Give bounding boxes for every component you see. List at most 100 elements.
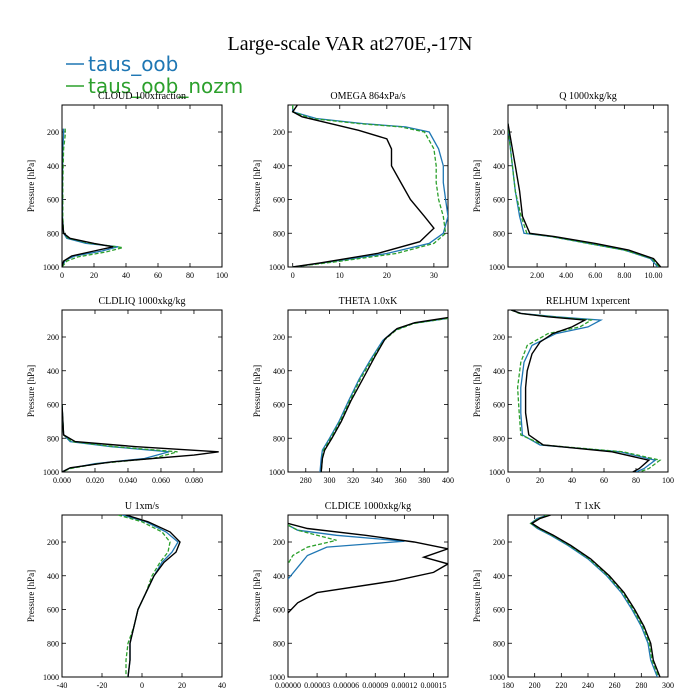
panel-title: RELHUM 1xpercent [546, 296, 630, 307]
x-tick-label: 80 [632, 476, 640, 485]
x-tick-label: 340 [371, 476, 383, 485]
x-tick-label: 0.00003 [304, 681, 330, 690]
series-line [510, 310, 651, 472]
panel: Q 1000xkg/kg 200 400 600 800 1000 Pressure [hP… [472, 91, 669, 280]
y-tick-label: 800 [273, 434, 285, 443]
y-tick-label: 800 [493, 229, 505, 238]
series-line [291, 105, 435, 267]
x-tick-label: -20 [97, 681, 108, 690]
y-tick-label: 800 [47, 639, 59, 648]
x-tick-label: 20 [383, 271, 391, 280]
y-tick-label: 600 [493, 401, 505, 410]
x-tick-label: 200 [529, 681, 541, 690]
y-tick-label: 200 [273, 538, 285, 547]
x-tick-label: 0 [506, 476, 510, 485]
y-tick-label: 400 [273, 572, 285, 581]
x-tick-label: 40 [218, 681, 226, 690]
y-axis-label: Pressure [hPa] [26, 570, 36, 622]
panel-title: OMEGA 864xPa/s [330, 91, 405, 102]
y-tick-label: 600 [493, 196, 505, 205]
series-line [62, 128, 123, 267]
x-tick-label: 8.00 [617, 271, 631, 280]
series-line [320, 316, 448, 472]
y-tick-label: 400 [47, 162, 59, 171]
y-tick-label: 600 [47, 196, 59, 205]
x-tick-label: 0.00006 [333, 681, 359, 690]
y-axis-label: Pressure [hPa] [252, 570, 262, 622]
x-tick-label: 40 [568, 476, 576, 485]
legend-label: taus_oob_nozm [88, 74, 243, 98]
y-tick-label: 800 [493, 639, 505, 648]
y-tick-label: 200 [47, 333, 59, 342]
series-line [292, 105, 447, 267]
plot-frame [287, 514, 449, 678]
panel-title: U 1xm/s [125, 501, 159, 512]
panel-title: THETA 1.0xK [339, 296, 398, 307]
plot-frame [507, 104, 669, 268]
x-tick-label: 0.020 [86, 476, 104, 485]
x-tick-label: 260 [609, 681, 621, 690]
y-tick-label: 400 [47, 367, 59, 376]
panel-title: T 1xK [575, 501, 601, 512]
y-tick-label: 200 [47, 538, 59, 547]
y-tick-label: 200 [273, 128, 285, 137]
plot-frame [507, 309, 669, 473]
y-tick-label: 1000 [43, 673, 59, 682]
series-line [117, 515, 171, 677]
y-tick-label: 1000 [489, 263, 505, 272]
y-tick-label: 400 [493, 572, 505, 581]
series-line [125, 515, 181, 677]
panel: CLDICE 1000xkg/kg 200 400 600 800 1000 Pressur… [252, 501, 449, 690]
x-tick-label: 280 [635, 681, 647, 690]
y-tick-label: 600 [47, 401, 59, 410]
y-tick-label: 800 [493, 434, 505, 443]
x-tick-label: 20 [536, 476, 544, 485]
x-tick-label: 10 [336, 271, 344, 280]
x-tick-label: 0.080 [185, 476, 203, 485]
x-tick-label: 300 [662, 681, 674, 690]
y-tick-label: 1000 [43, 468, 59, 477]
x-tick-label: 380 [418, 476, 430, 485]
panel: CLDLIQ 1000xkg/kg 200 400 600 800 1000 Pressur… [26, 296, 223, 485]
y-tick-label: 600 [273, 606, 285, 615]
y-tick-label: 200 [493, 128, 505, 137]
x-tick-label: 280 [300, 476, 312, 485]
plot-frame [287, 104, 449, 268]
panel-title: CLOUD 100xfraction [98, 91, 186, 102]
x-tick-label: 4.00 [559, 271, 573, 280]
y-axis-label: Pressure [hPa] [26, 365, 36, 417]
y-tick-label: 1000 [269, 263, 285, 272]
y-axis-label: Pressure [hPa] [472, 160, 482, 212]
y-axis-label: Pressure [hPa] [472, 365, 482, 417]
y-tick-label: 400 [493, 367, 505, 376]
panel: THETA 1.0xK 200 400 600 800 1000 Pressure [hPa… [252, 296, 454, 485]
series-line [288, 524, 405, 580]
y-tick-label: 600 [273, 196, 285, 205]
x-tick-label: 100 [662, 476, 674, 485]
panel-title: CLDLIQ 1000xkg/kg [99, 296, 186, 307]
series-line [288, 524, 337, 565]
x-tick-label: 30 [430, 271, 438, 280]
y-tick-label: 1000 [489, 468, 505, 477]
x-tick-label: 0 [140, 681, 144, 690]
x-tick-label: 300 [323, 476, 335, 485]
x-tick-label: -40 [57, 681, 68, 690]
panel: CLOUD 100xfraction2004006008001000Pressu… [26, 91, 228, 280]
x-tick-label: 320 [347, 476, 359, 485]
x-tick-label: 20 [178, 681, 186, 690]
x-tick-label: 0.00015 [420, 681, 446, 690]
x-tick-label: 0.00009 [362, 681, 388, 690]
y-tick-label: 800 [47, 434, 59, 443]
series-line [62, 404, 219, 472]
x-tick-label: 220 [555, 681, 567, 690]
y-tick-label: 200 [493, 333, 505, 342]
y-tick-label: 400 [47, 572, 59, 581]
x-tick-label: 400 [442, 476, 454, 485]
x-tick-label: 0.040 [119, 476, 137, 485]
y-tick-label: 1000 [43, 263, 59, 272]
